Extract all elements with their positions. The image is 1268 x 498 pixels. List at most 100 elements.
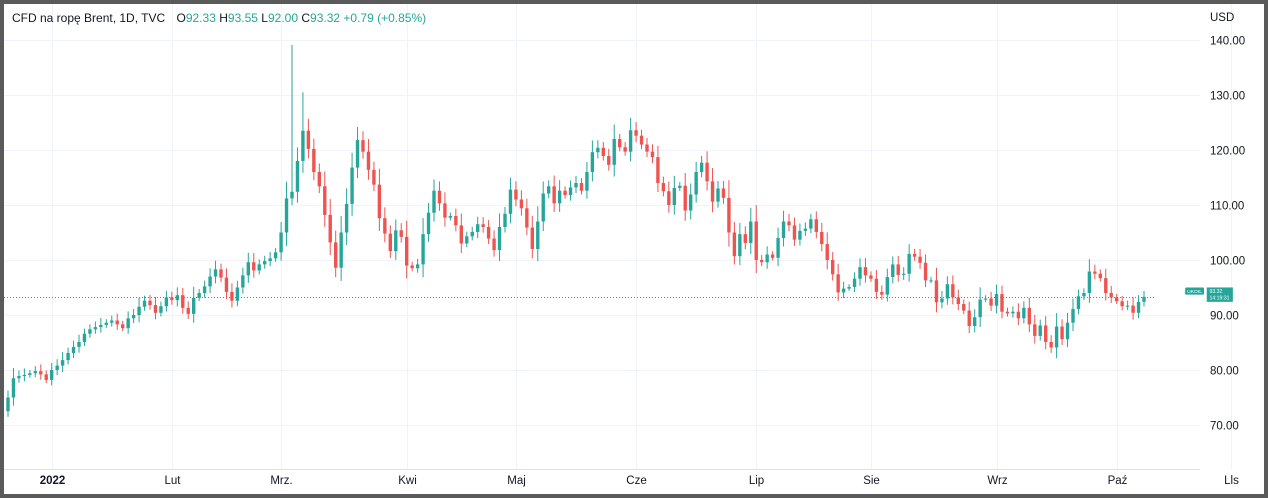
candle[interactable] bbox=[344, 188, 349, 245]
candle[interactable] bbox=[667, 181, 671, 213]
candle[interactable] bbox=[421, 218, 425, 278]
candle[interactable] bbox=[470, 226, 474, 241]
candle[interactable] bbox=[1005, 307, 1010, 317]
candle[interactable] bbox=[1038, 319, 1042, 341]
candle[interactable] bbox=[792, 217, 797, 246]
candle[interactable] bbox=[656, 145, 660, 192]
candle[interactable] bbox=[268, 251, 272, 267]
candle[interactable] bbox=[989, 291, 993, 311]
candle[interactable] bbox=[82, 328, 87, 347]
candle[interactable] bbox=[137, 297, 141, 323]
candle[interactable] bbox=[110, 315, 114, 327]
candle[interactable] bbox=[1109, 285, 1113, 304]
candle[interactable] bbox=[1087, 259, 1092, 303]
candle[interactable] bbox=[1125, 300, 1130, 311]
candle[interactable] bbox=[481, 217, 485, 233]
candle[interactable] bbox=[1000, 285, 1004, 319]
candle[interactable] bbox=[246, 252, 251, 283]
candle[interactable] bbox=[71, 340, 76, 358]
price-axis[interactable]: 70.00 80.00 90.00 100.00 110.00 120.00 130.00 1… bbox=[1210, 36, 1245, 433]
candle[interactable] bbox=[126, 311, 130, 334]
candle[interactable] bbox=[295, 147, 300, 203]
candle[interactable] bbox=[404, 220, 409, 279]
candle[interactable] bbox=[590, 140, 595, 182]
candle[interactable] bbox=[661, 176, 666, 197]
candle[interactable] bbox=[257, 259, 261, 275]
candle[interactable] bbox=[716, 181, 720, 208]
candle[interactable] bbox=[224, 268, 229, 300]
candle[interactable] bbox=[951, 275, 955, 305]
candle[interactable] bbox=[49, 363, 54, 386]
candle[interactable] bbox=[399, 223, 403, 243]
candle[interactable] bbox=[546, 180, 551, 199]
candle[interactable] bbox=[219, 263, 223, 283]
candle[interactable] bbox=[579, 178, 584, 195]
candle[interactable] bbox=[1120, 295, 1124, 311]
candle[interactable] bbox=[312, 138, 316, 181]
candle[interactable] bbox=[175, 287, 180, 307]
candle[interactable] bbox=[55, 359, 59, 376]
candle[interactable] bbox=[1033, 314, 1037, 344]
candle[interactable] bbox=[60, 352, 65, 373]
candle[interactable] bbox=[465, 231, 469, 248]
candle[interactable] bbox=[383, 207, 387, 243]
candle[interactable] bbox=[1016, 303, 1021, 326]
candle[interactable] bbox=[945, 276, 950, 305]
candle[interactable] bbox=[639, 129, 644, 150]
candle[interactable] bbox=[317, 163, 322, 194]
candle[interactable] bbox=[503, 206, 507, 233]
candle[interactable] bbox=[131, 309, 136, 324]
candle[interactable] bbox=[443, 192, 447, 227]
candle[interactable] bbox=[814, 211, 819, 239]
candle[interactable] bbox=[142, 295, 147, 311]
candle[interactable] bbox=[306, 118, 311, 159]
candle[interactable] bbox=[1104, 268, 1108, 301]
candle[interactable] bbox=[104, 319, 109, 328]
candle[interactable] bbox=[202, 280, 207, 298]
candle[interactable] bbox=[710, 168, 715, 213]
candle[interactable] bbox=[732, 222, 737, 265]
candle[interactable] bbox=[1131, 296, 1135, 320]
candle[interactable] bbox=[492, 230, 496, 257]
candle[interactable] bbox=[415, 258, 420, 273]
candle[interactable] bbox=[787, 213, 791, 232]
candle[interactable] bbox=[678, 182, 682, 191]
candle[interactable] bbox=[781, 210, 786, 247]
candle[interactable] bbox=[410, 261, 414, 272]
candle[interactable] bbox=[1065, 312, 1070, 348]
candle[interactable] bbox=[623, 142, 627, 156]
candle[interactable] bbox=[1098, 269, 1103, 282]
candle[interactable] bbox=[39, 364, 43, 380]
candle[interactable] bbox=[1049, 335, 1053, 353]
candle[interactable] bbox=[934, 267, 939, 313]
candle[interactable] bbox=[607, 148, 611, 171]
candle[interactable] bbox=[634, 122, 638, 143]
candle[interactable] bbox=[776, 227, 780, 267]
candle[interactable] bbox=[1060, 319, 1064, 346]
candle[interactable] bbox=[841, 281, 846, 298]
candle[interactable] bbox=[301, 92, 305, 173]
candle[interactable] bbox=[6, 390, 10, 417]
candle[interactable] bbox=[956, 289, 961, 311]
candle[interactable] bbox=[596, 140, 600, 159]
candle[interactable] bbox=[536, 206, 540, 262]
candle[interactable] bbox=[11, 367, 16, 406]
candle[interactable] bbox=[22, 368, 27, 382]
candle[interactable] bbox=[759, 255, 764, 267]
candle[interactable] bbox=[475, 216, 480, 238]
candle[interactable] bbox=[44, 370, 48, 384]
candle[interactable] bbox=[153, 296, 158, 320]
candle[interactable] bbox=[33, 366, 38, 378]
candle[interactable] bbox=[557, 180, 562, 212]
candle[interactable] bbox=[1022, 301, 1026, 324]
candle[interactable] bbox=[885, 268, 890, 302]
candle[interactable] bbox=[377, 168, 382, 231]
candle[interactable] bbox=[1027, 297, 1032, 333]
candle[interactable] bbox=[530, 215, 535, 259]
candle[interactable] bbox=[186, 301, 190, 319]
candle[interactable] bbox=[738, 222, 742, 266]
candle[interactable] bbox=[994, 284, 999, 314]
candle[interactable] bbox=[372, 161, 376, 192]
candle[interactable] bbox=[972, 309, 977, 333]
candle[interactable] bbox=[284, 181, 289, 246]
